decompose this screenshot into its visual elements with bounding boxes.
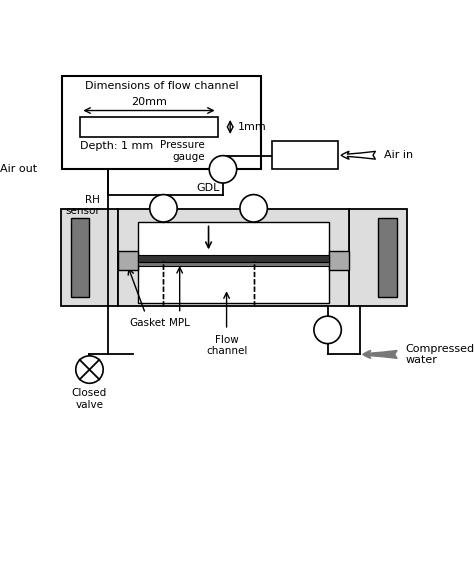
Bar xyxy=(138,255,329,262)
Text: Air in: Air in xyxy=(383,150,413,160)
Bar xyxy=(329,251,349,270)
Text: Pressure
gauge: Pressure gauge xyxy=(160,141,205,162)
Text: RH: RH xyxy=(155,203,171,213)
Bar xyxy=(118,251,138,270)
Circle shape xyxy=(240,194,267,222)
Text: Dimensions of flow channel: Dimensions of flow channel xyxy=(85,81,238,91)
Text: P: P xyxy=(219,163,227,176)
Bar xyxy=(138,222,329,261)
Circle shape xyxy=(314,316,341,343)
Circle shape xyxy=(209,155,237,183)
Text: 20mm: 20mm xyxy=(131,97,167,107)
Circle shape xyxy=(150,194,177,222)
Bar xyxy=(81,117,218,137)
Bar xyxy=(378,218,397,297)
Text: MFM: MFM xyxy=(292,149,319,162)
Bar xyxy=(138,259,329,266)
Text: MPL: MPL xyxy=(169,318,190,328)
Text: Flow
channel: Flow channel xyxy=(206,335,247,356)
Bar xyxy=(138,263,329,303)
Text: RH
sensor: RH sensor xyxy=(65,194,100,216)
Text: Air out: Air out xyxy=(0,164,37,175)
Circle shape xyxy=(76,356,103,383)
Bar xyxy=(272,141,338,169)
Bar xyxy=(71,218,90,297)
Bar xyxy=(61,209,118,307)
Bar xyxy=(63,75,261,169)
Text: P: P xyxy=(324,324,331,336)
Text: Closed
valve: Closed valve xyxy=(72,388,107,410)
Text: 1mm: 1mm xyxy=(237,122,266,132)
Bar xyxy=(349,209,407,307)
Text: RH: RH xyxy=(246,203,262,213)
Text: Gasket: Gasket xyxy=(129,318,165,328)
Text: Compressed
water: Compressed water xyxy=(405,343,474,365)
Text: GDL: GDL xyxy=(197,183,220,193)
Text: Depth: 1 mm: Depth: 1 mm xyxy=(81,141,154,151)
Bar xyxy=(118,209,349,307)
